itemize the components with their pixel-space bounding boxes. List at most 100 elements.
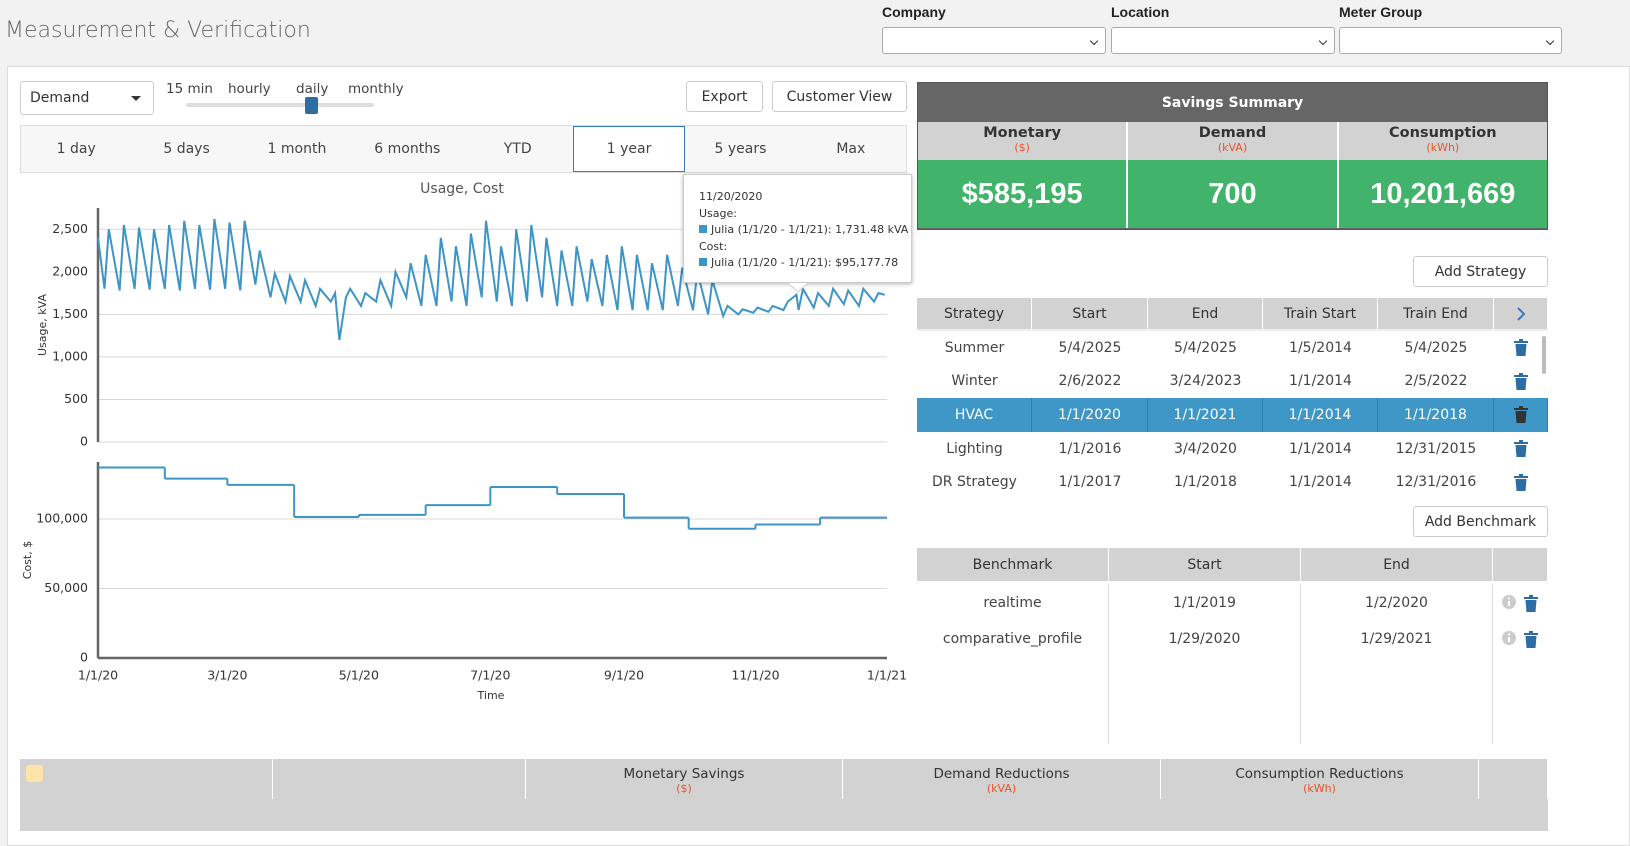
y-axis-label: Usage, kVA <box>36 294 49 356</box>
x-tick-label: 1/1/20 <box>78 668 118 683</box>
table-cell: 1/1/2014 <box>1289 440 1352 457</box>
table-cell[interactable] <box>1494 465 1548 494</box>
y-tick-label: 0 <box>80 434 88 449</box>
strategy-table: Strategy Start End Train Start Train End Summ… <box>917 298 1548 494</box>
table-cell: 12/31/2016 <box>1395 474 1477 491</box>
tooltip-date: 11/20/2020 <box>699 190 763 203</box>
interval-label[interactable]: daily <box>296 81 329 97</box>
customer-view-button[interactable]: Customer View <box>772 81 907 112</box>
add-strategy-button[interactable]: Add Strategy <box>1413 256 1548 287</box>
add-benchmark-button[interactable]: Add Benchmark <box>1413 506 1548 537</box>
summary-label: Consumption <box>1389 125 1497 141</box>
table-cell: 5/4/2025 <box>1174 339 1237 356</box>
y-tick-label: 2,000 <box>52 263 88 278</box>
table-header: Strategy Start End Train Start Train End <box>917 298 1548 331</box>
benchmark-table: Benchmark Start End realtime comparative_pro… <box>917 548 1548 744</box>
summary-title: Savings Summary <box>1161 94 1304 111</box>
tooltip-swatch <box>699 258 707 266</box>
table-row[interactable]: Lighting 1/1/2016 3/4/2020 1/1/2014 12/31/20… <box>917 432 1548 466</box>
caret <box>131 96 141 106</box>
table-cell[interactable] <box>1494 365 1548 399</box>
meter-group-select[interactable] <box>1339 27 1562 54</box>
tooltip-text: Julia (1/1/20 - 1/1/21): 1,731.48 kVA <box>711 223 909 236</box>
column-unit: (kWh) <box>1303 782 1336 795</box>
table-row[interactable]: Winter 2/6/2022 3/24/2023 1/1/2014 2/5/2022 <box>917 365 1548 399</box>
column-header <box>1479 759 1548 799</box>
table-cell: 1/1/2016 <box>1058 440 1122 457</box>
summary-value: 10,201,669 <box>1338 160 1547 228</box>
filter-label: Company <box>882 4 946 20</box>
company-select[interactable] <box>882 27 1106 54</box>
column-header: End <box>1301 548 1493 581</box>
table-row[interactable]: Summer 5/4/2025 5/4/2025 1/5/2014 5/4/2025 <box>917 331 1548 365</box>
range-tab[interactable]: YTD <box>503 141 532 157</box>
table-cell: Summer <box>944 339 1005 356</box>
table-cell <box>1493 621 1548 657</box>
summary-label: Demand <box>1198 125 1267 141</box>
table-column: 1/2/2020 1/29/2021 <box>1301 585 1493 744</box>
export-button[interactable]: Export <box>686 81 763 112</box>
range-tab[interactable]: 1 month <box>267 141 327 157</box>
table-cell: 1/1/2014 <box>1289 474 1352 491</box>
tooltip: 11/20/2020 Usage: Julia (1/1/20 - 1/1/21)… <box>683 174 912 283</box>
metric-select[interactable]: Demand <box>20 81 154 115</box>
table-cell: 1/1/2019 <box>1173 595 1236 611</box>
results-table-header: Monetary Savings ($) Demand Reductions (kVA… <box>20 759 1548 831</box>
table-column: 1/1/2019 1/29/2020 <box>1109 585 1301 744</box>
column-label: Demand Reductions <box>933 766 1070 782</box>
summary-value: $585,195 <box>918 160 1127 228</box>
column-header: Train End <box>1378 298 1494 329</box>
range-tab[interactable]: 5 years <box>714 141 767 157</box>
y-tick-label: 2,500 <box>52 221 88 236</box>
range-tab[interactable]: 1 year <box>572 126 686 172</box>
table-cell: 1/29/2020 <box>1168 631 1241 647</box>
column-header: Start <box>1109 548 1301 581</box>
checkbox[interactable] <box>26 765 43 782</box>
filter-label: Meter Group <box>1339 4 1423 20</box>
x-tick-label: 1/1/21 <box>867 668 907 683</box>
column-header <box>20 759 273 799</box>
scrollbar <box>1542 336 1546 374</box>
table-row[interactable]: HVAC 1/1/2020 1/1/2021 1/1/2014 1/1/2018 <box>917 398 1548 432</box>
chart: Usage, Cost Usage, kVA 0 500 1,000 1,500 2,000… <box>21 181 907 702</box>
y-axis-label: Cost, $ <box>21 541 34 579</box>
interval-label[interactable]: monthly <box>348 81 404 97</box>
location-select[interactable] <box>1111 27 1335 54</box>
table-cell: HVAC <box>917 398 1032 432</box>
interval-label[interactable]: 15 min <box>166 81 213 97</box>
tooltip-pointer <box>788 282 808 293</box>
x-tick-label: 9/1/20 <box>604 668 644 683</box>
y-tick-label: 50,000 <box>44 580 88 595</box>
column-header: Demand Reductions (kVA) <box>843 759 1161 799</box>
column-header: Strategy <box>917 298 1032 329</box>
tooltip-swatch <box>699 225 707 233</box>
table-body: realtime comparative_profile 1/1/2019 1/29/… <box>917 581 1548 744</box>
tooltip-row: Julia (1/1/20 - 1/1/21): $95,177.78 <box>699 255 911 272</box>
table-cell[interactable] <box>1494 398 1548 432</box>
slider-handle[interactable] <box>305 97 318 114</box>
table-cell[interactable] <box>1494 432 1548 466</box>
table-header: Benchmark Start End <box>917 548 1548 581</box>
summary-unit: (kVA) <box>1217 141 1248 154</box>
summary-unit: ($) <box>1014 141 1030 154</box>
filter-label: Location <box>1111 4 1170 20</box>
table-cell: Winter <box>951 373 998 390</box>
summary-label: Monetary <box>983 125 1062 141</box>
y-tick-label: 1,500 <box>52 306 88 321</box>
table-cell: 1/1/2017 <box>1058 474 1122 491</box>
column-unit: ($) <box>676 782 692 795</box>
table-cell[interactable] <box>1494 331 1548 365</box>
tooltip-heading: Cost: <box>699 239 728 253</box>
range-tabs: 1 day 5 days 1 month 6 months YTD 1 year 5 yea… <box>20 125 907 173</box>
table-cell: 12/31/2015 <box>1395 440 1477 457</box>
range-tab[interactable]: 6 months <box>374 141 441 157</box>
table-cell: 5/4/2025 <box>1404 339 1468 356</box>
interval-label[interactable]: hourly <box>228 81 271 97</box>
summary-card: Demand (kVA) 700 <box>1128 122 1337 228</box>
range-tab[interactable]: 1 day <box>56 141 96 157</box>
tooltip-heading: Usage: <box>699 206 737 220</box>
range-tab[interactable]: 5 days <box>163 141 210 157</box>
table-row[interactable]: DR Strategy 1/1/2017 1/1/2018 1/1/2014 12/31… <box>917 465 1548 494</box>
table-cell: 1/1/2021 <box>1148 398 1263 432</box>
range-tab[interactable]: Max <box>836 141 866 157</box>
